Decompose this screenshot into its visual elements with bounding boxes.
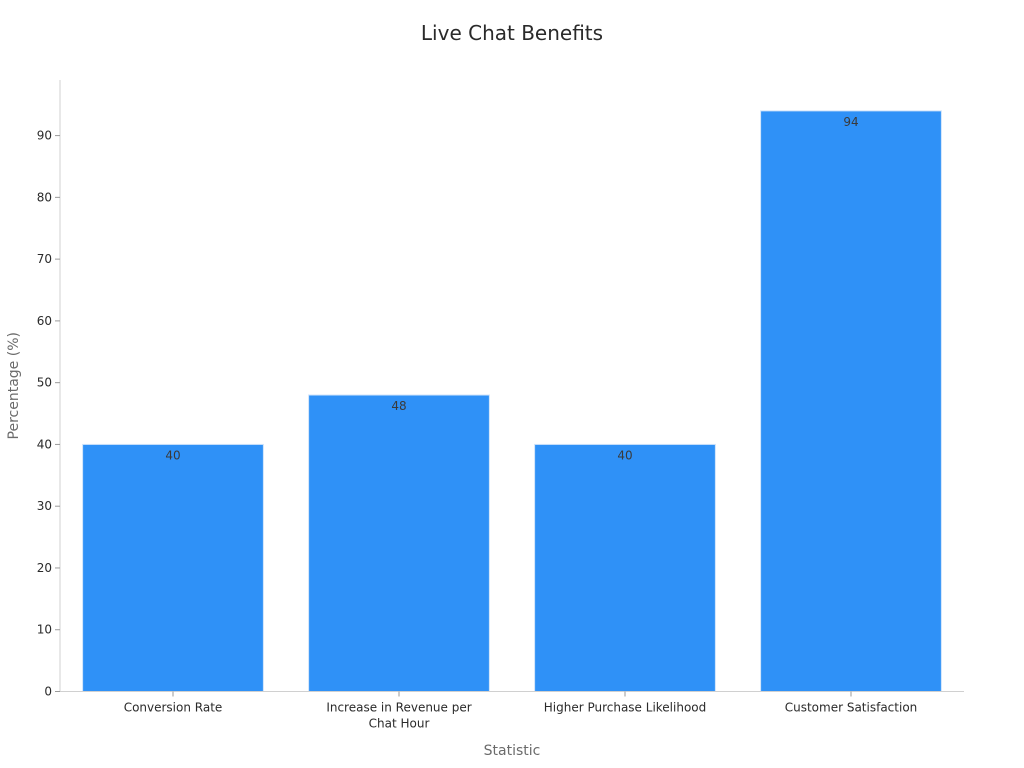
y-axis-ticks: 0 10 20 30 40 50 60 70 80 90	[37, 129, 60, 699]
bar-labels-layer: 40 48 40 94	[165, 115, 858, 463]
bars-layer	[82, 110, 942, 692]
chart-title: Live Chat Benefits	[421, 21, 603, 45]
bar-3	[760, 110, 942, 692]
bar-1	[308, 394, 490, 692]
y-tick-label-6: 60	[37, 314, 52, 328]
x-axis-title: Statistic	[484, 743, 541, 759]
x-tick-label-0: Conversion Rate	[124, 701, 223, 715]
x-tick-label-3: Customer Satisfaction	[785, 701, 918, 715]
y-tick-label-3: 30	[37, 499, 52, 513]
bar-data-label-3: 94	[843, 115, 858, 129]
y-tick-label-2: 20	[37, 561, 52, 575]
y-tick-label-5: 50	[37, 376, 52, 390]
y-axis-title: Percentage (%)	[6, 332, 22, 439]
y-tick-label-9: 90	[37, 129, 52, 143]
x-tick-label-2: Higher Purchase Likelihood	[544, 701, 707, 715]
y-tick-label-1: 10	[37, 623, 52, 637]
bar-0	[82, 443, 264, 692]
bar-data-label-0: 40	[165, 448, 180, 462]
bar-data-label-2: 40	[617, 448, 632, 462]
y-tick-label-0: 0	[44, 685, 52, 699]
x-axis-ticks: Conversion Rate Increase in Revenue per Ch…	[124, 691, 918, 731]
bar-2	[534, 443, 716, 692]
bar-data-label-1: 48	[391, 399, 406, 413]
x-tick-label-1: Increase in Revenue per Chat Hour	[326, 701, 471, 731]
y-tick-label-4: 40	[37, 437, 52, 451]
y-tick-label-8: 80	[37, 190, 52, 204]
y-tick-label-7: 70	[37, 252, 52, 266]
